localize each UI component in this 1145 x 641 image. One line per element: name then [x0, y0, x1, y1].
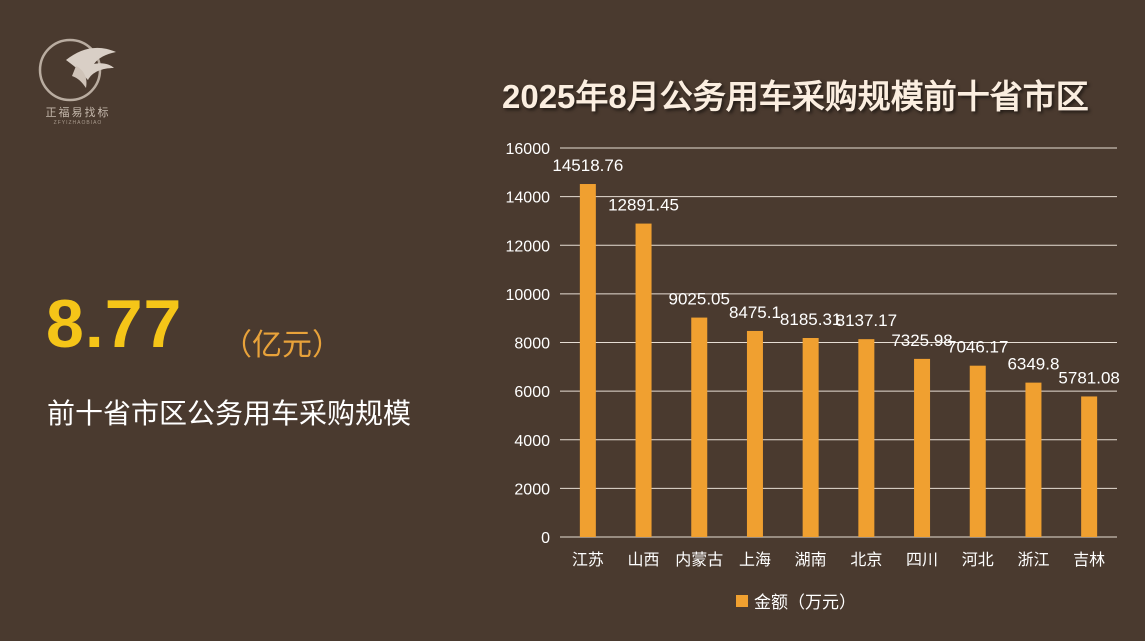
legend-label: 金额（万元）	[754, 593, 856, 612]
bar	[635, 223, 652, 538]
bar	[858, 339, 875, 537]
data-label: 8137.17	[836, 311, 897, 330]
bar	[969, 365, 986, 537]
bar	[1081, 396, 1098, 537]
y-tick-label: 2000	[514, 481, 550, 498]
x-tick-label: 浙江	[1017, 550, 1049, 569]
x-tick-label: 山西	[628, 550, 660, 569]
data-label: 7325.98	[891, 331, 952, 350]
data-label: 8185.31	[780, 310, 841, 329]
logo-subtext: ZFYIZHAOBIAO	[53, 120, 103, 126]
bar	[691, 317, 708, 537]
data-label: 5781.08	[1058, 368, 1119, 387]
chart-legend: 金额（万元）	[736, 588, 856, 613]
x-tick-label: 北京	[850, 550, 882, 569]
y-tick-label: 0	[541, 530, 550, 547]
data-label: 7046.17	[947, 338, 1008, 357]
bar	[802, 337, 819, 537]
y-tick-label: 8000	[514, 336, 550, 353]
data-label: 9025.05	[669, 290, 730, 309]
data-label: 14518.76	[552, 156, 623, 175]
data-label: 8475.1	[729, 303, 781, 322]
x-tick-label: 河北	[962, 550, 994, 569]
total-unit: （亿元）	[222, 329, 342, 362]
x-tick-label: 湖南	[795, 550, 827, 569]
x-tick-label: 吉林	[1073, 550, 1105, 569]
total-caption: 前十省市区公务用车采购规模	[47, 398, 412, 429]
x-tick-label: 四川	[906, 550, 938, 569]
logo-eagle-icon	[38, 38, 116, 102]
bar	[914, 358, 931, 537]
logo-name: 正福易找标	[45, 106, 111, 119]
y-tick-label: 4000	[514, 433, 550, 450]
y-tick-label: 12000	[506, 238, 551, 255]
legend-swatch	[736, 594, 748, 607]
total-value: 8.77	[46, 286, 183, 362]
bar	[1025, 382, 1042, 537]
x-tick-label: 内蒙古	[675, 550, 723, 569]
bar	[579, 184, 596, 538]
x-tick-label: 江苏	[572, 550, 604, 569]
bar	[746, 330, 763, 537]
chart-title: 2025年8月公务用车采购规模前十省市区	[502, 78, 1089, 115]
data-label: 6349.8	[1007, 355, 1059, 374]
y-tick-label: 14000	[506, 190, 551, 207]
y-tick-label: 10000	[506, 287, 551, 304]
y-tick-label: 6000	[514, 384, 550, 401]
data-label: 12891.45	[608, 196, 679, 215]
y-tick-label: 16000	[506, 141, 551, 158]
x-tick-label: 上海	[739, 550, 771, 569]
